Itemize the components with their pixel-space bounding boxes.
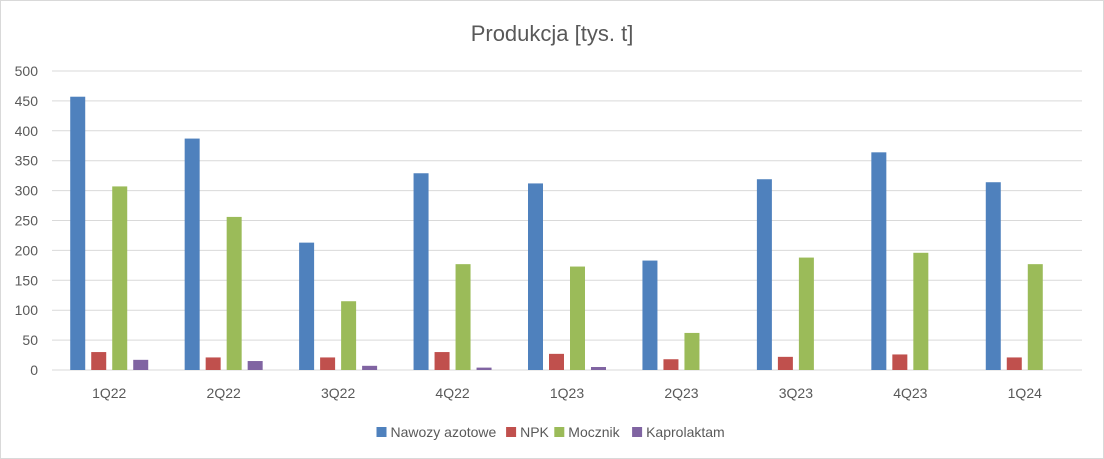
- bar: [642, 260, 658, 370]
- legend-swatch: [506, 427, 517, 437]
- bar: [798, 257, 814, 370]
- y-tick-label: 150: [15, 272, 39, 288]
- legend-item: NPK: [506, 424, 550, 440]
- legend-item: Nawozy azotowe: [376, 424, 497, 440]
- bars: [70, 96, 1043, 371]
- bar: [362, 365, 378, 370]
- y-tick-label: 450: [15, 93, 39, 109]
- bar: [663, 359, 679, 370]
- bar: [777, 356, 793, 370]
- legend-label: Nawozy azotowe: [391, 424, 497, 440]
- legend-swatch: [632, 427, 643, 437]
- bar: [1006, 357, 1022, 370]
- bar: [892, 354, 908, 370]
- bar: [341, 301, 357, 370]
- y-tick-label: 0: [30, 362, 38, 378]
- x-tick-label: 2Q22: [207, 385, 241, 401]
- x-tick-label: 3Q23: [779, 385, 813, 401]
- bar: [1027, 264, 1043, 370]
- legend-label: Mocznik: [568, 424, 620, 440]
- legend-swatch: [554, 427, 565, 437]
- bar: [756, 179, 772, 370]
- bar: [570, 266, 585, 370]
- bar: [133, 359, 149, 370]
- y-axis-ticks: 0 50 100 150 200 250 300 350 400 450 500: [15, 63, 39, 378]
- bar: [476, 367, 492, 370]
- x-tick-label: 2Q23: [664, 385, 698, 401]
- legend-item: Kaprolaktam: [632, 424, 725, 440]
- x-axis-ticks: 1Q22 2Q22 3Q22 4Q22 1Q23 2Q23 3Q23 4Q23 1Q24: [92, 385, 1042, 401]
- y-tick-label: 250: [15, 213, 39, 229]
- bar: [434, 352, 450, 370]
- bar: [528, 183, 543, 370]
- x-tick-label: 4Q22: [435, 385, 469, 401]
- bar: [549, 353, 564, 370]
- y-tick-label: 100: [15, 302, 39, 318]
- y-tick-label: 500: [15, 63, 39, 79]
- bar: [871, 152, 887, 370]
- bar: [205, 357, 221, 370]
- y-tick-label: 400: [15, 123, 39, 139]
- bar: [455, 264, 471, 370]
- bar: [985, 182, 1001, 370]
- chart-title: Produkcja [tys. t]: [471, 21, 634, 46]
- legend-label: Kaprolaktam: [646, 424, 725, 440]
- bar: [184, 138, 200, 370]
- bar: [591, 367, 606, 370]
- legend-item: Mocznik: [554, 424, 621, 440]
- bar: [413, 173, 429, 370]
- y-tick-label: 300: [15, 183, 39, 199]
- gridlines: [52, 70, 1082, 371]
- y-tick-label: 350: [15, 153, 39, 169]
- legend: Nawozy azotowe NPK Mocznik Kaprolaktam: [376, 424, 725, 440]
- bar: [320, 357, 336, 370]
- bar: [684, 332, 700, 370]
- bar: [70, 96, 86, 371]
- x-tick-label: 3Q22: [321, 385, 355, 401]
- bar: [91, 352, 107, 370]
- y-tick-label: 50: [22, 332, 38, 348]
- x-tick-label: 1Q24: [1008, 385, 1042, 401]
- legend-label: NPK: [520, 424, 549, 440]
- bar: [913, 252, 929, 370]
- x-tick-label: 1Q22: [92, 385, 126, 401]
- bar: [299, 242, 315, 370]
- bar: [226, 216, 242, 370]
- y-tick-label: 200: [15, 242, 39, 258]
- legend-swatch: [376, 427, 387, 437]
- x-tick-label: 1Q23: [550, 385, 584, 401]
- bar: [112, 186, 128, 370]
- x-tick-label: 4Q23: [893, 385, 927, 401]
- bar: [247, 361, 263, 370]
